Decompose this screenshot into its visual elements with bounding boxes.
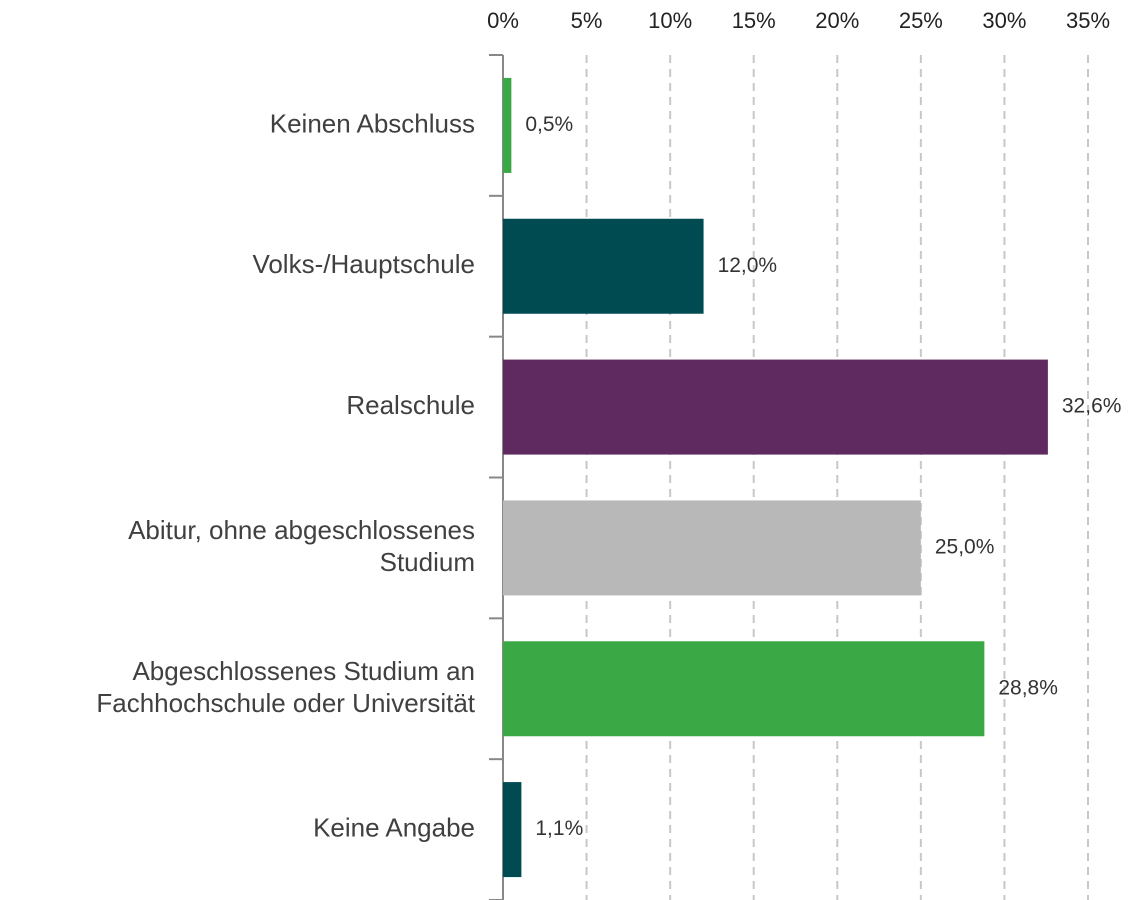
value-label: 25,0%	[935, 535, 995, 558]
y-tick-label: Abitur, ohne abgeschlossenes Studium	[128, 515, 475, 577]
value-label: 32,6%	[1062, 395, 1122, 418]
value-label: 0,5%	[525, 113, 573, 136]
bar	[503, 500, 921, 596]
y-tick-label: Volks-/Hauptschule	[252, 249, 475, 279]
value-label: 28,8%	[998, 676, 1058, 699]
bar	[503, 782, 522, 878]
bar	[503, 77, 512, 173]
y-tick-label: Realschule	[346, 390, 475, 420]
bar	[503, 218, 704, 314]
x-tick-label: 35%	[1066, 8, 1110, 33]
x-tick-label: 30%	[982, 8, 1026, 33]
value-label: 1,1%	[535, 817, 583, 840]
value-label: 12,0%	[718, 254, 778, 277]
x-tick-label: 5%	[571, 8, 603, 33]
x-tick-label: 20%	[815, 8, 859, 33]
bar	[503, 641, 985, 737]
x-tick-label: 0%	[487, 8, 519, 33]
x-tick-label: 10%	[648, 8, 692, 33]
x-tick-label: 25%	[899, 8, 943, 33]
x-tick-label: 15%	[732, 8, 776, 33]
y-tick-label: Abgeschlossenes Studium an Fachhochschule…	[96, 656, 475, 718]
y-tick-label: Keine Angabe	[313, 812, 475, 842]
y-tick-label: Keinen Abschluss	[270, 108, 475, 138]
bar	[503, 359, 1048, 455]
